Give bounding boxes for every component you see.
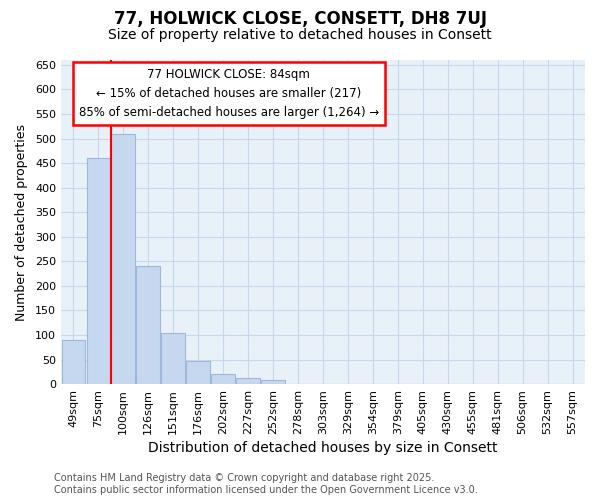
Bar [261,380,285,384]
Bar [112,134,135,384]
Text: Size of property relative to detached houses in Consett: Size of property relative to detached ho… [108,28,492,42]
Bar [211,374,235,384]
Text: 77, HOLWICK CLOSE, CONSETT, DH8 7UJ: 77, HOLWICK CLOSE, CONSETT, DH8 7UJ [113,10,487,28]
Y-axis label: Number of detached properties: Number of detached properties [15,124,28,320]
Bar [136,266,160,384]
Text: 77 HOLWICK CLOSE: 84sqm
← 15% of detached houses are smaller (217)
85% of semi-d: 77 HOLWICK CLOSE: 84sqm ← 15% of detache… [79,68,379,119]
Bar [161,332,185,384]
Bar [86,158,110,384]
Bar [187,360,210,384]
Bar [236,378,260,384]
X-axis label: Distribution of detached houses by size in Consett: Distribution of detached houses by size … [148,441,498,455]
Text: Contains HM Land Registry data © Crown copyright and database right 2025.
Contai: Contains HM Land Registry data © Crown c… [54,474,478,495]
Bar [62,340,85,384]
